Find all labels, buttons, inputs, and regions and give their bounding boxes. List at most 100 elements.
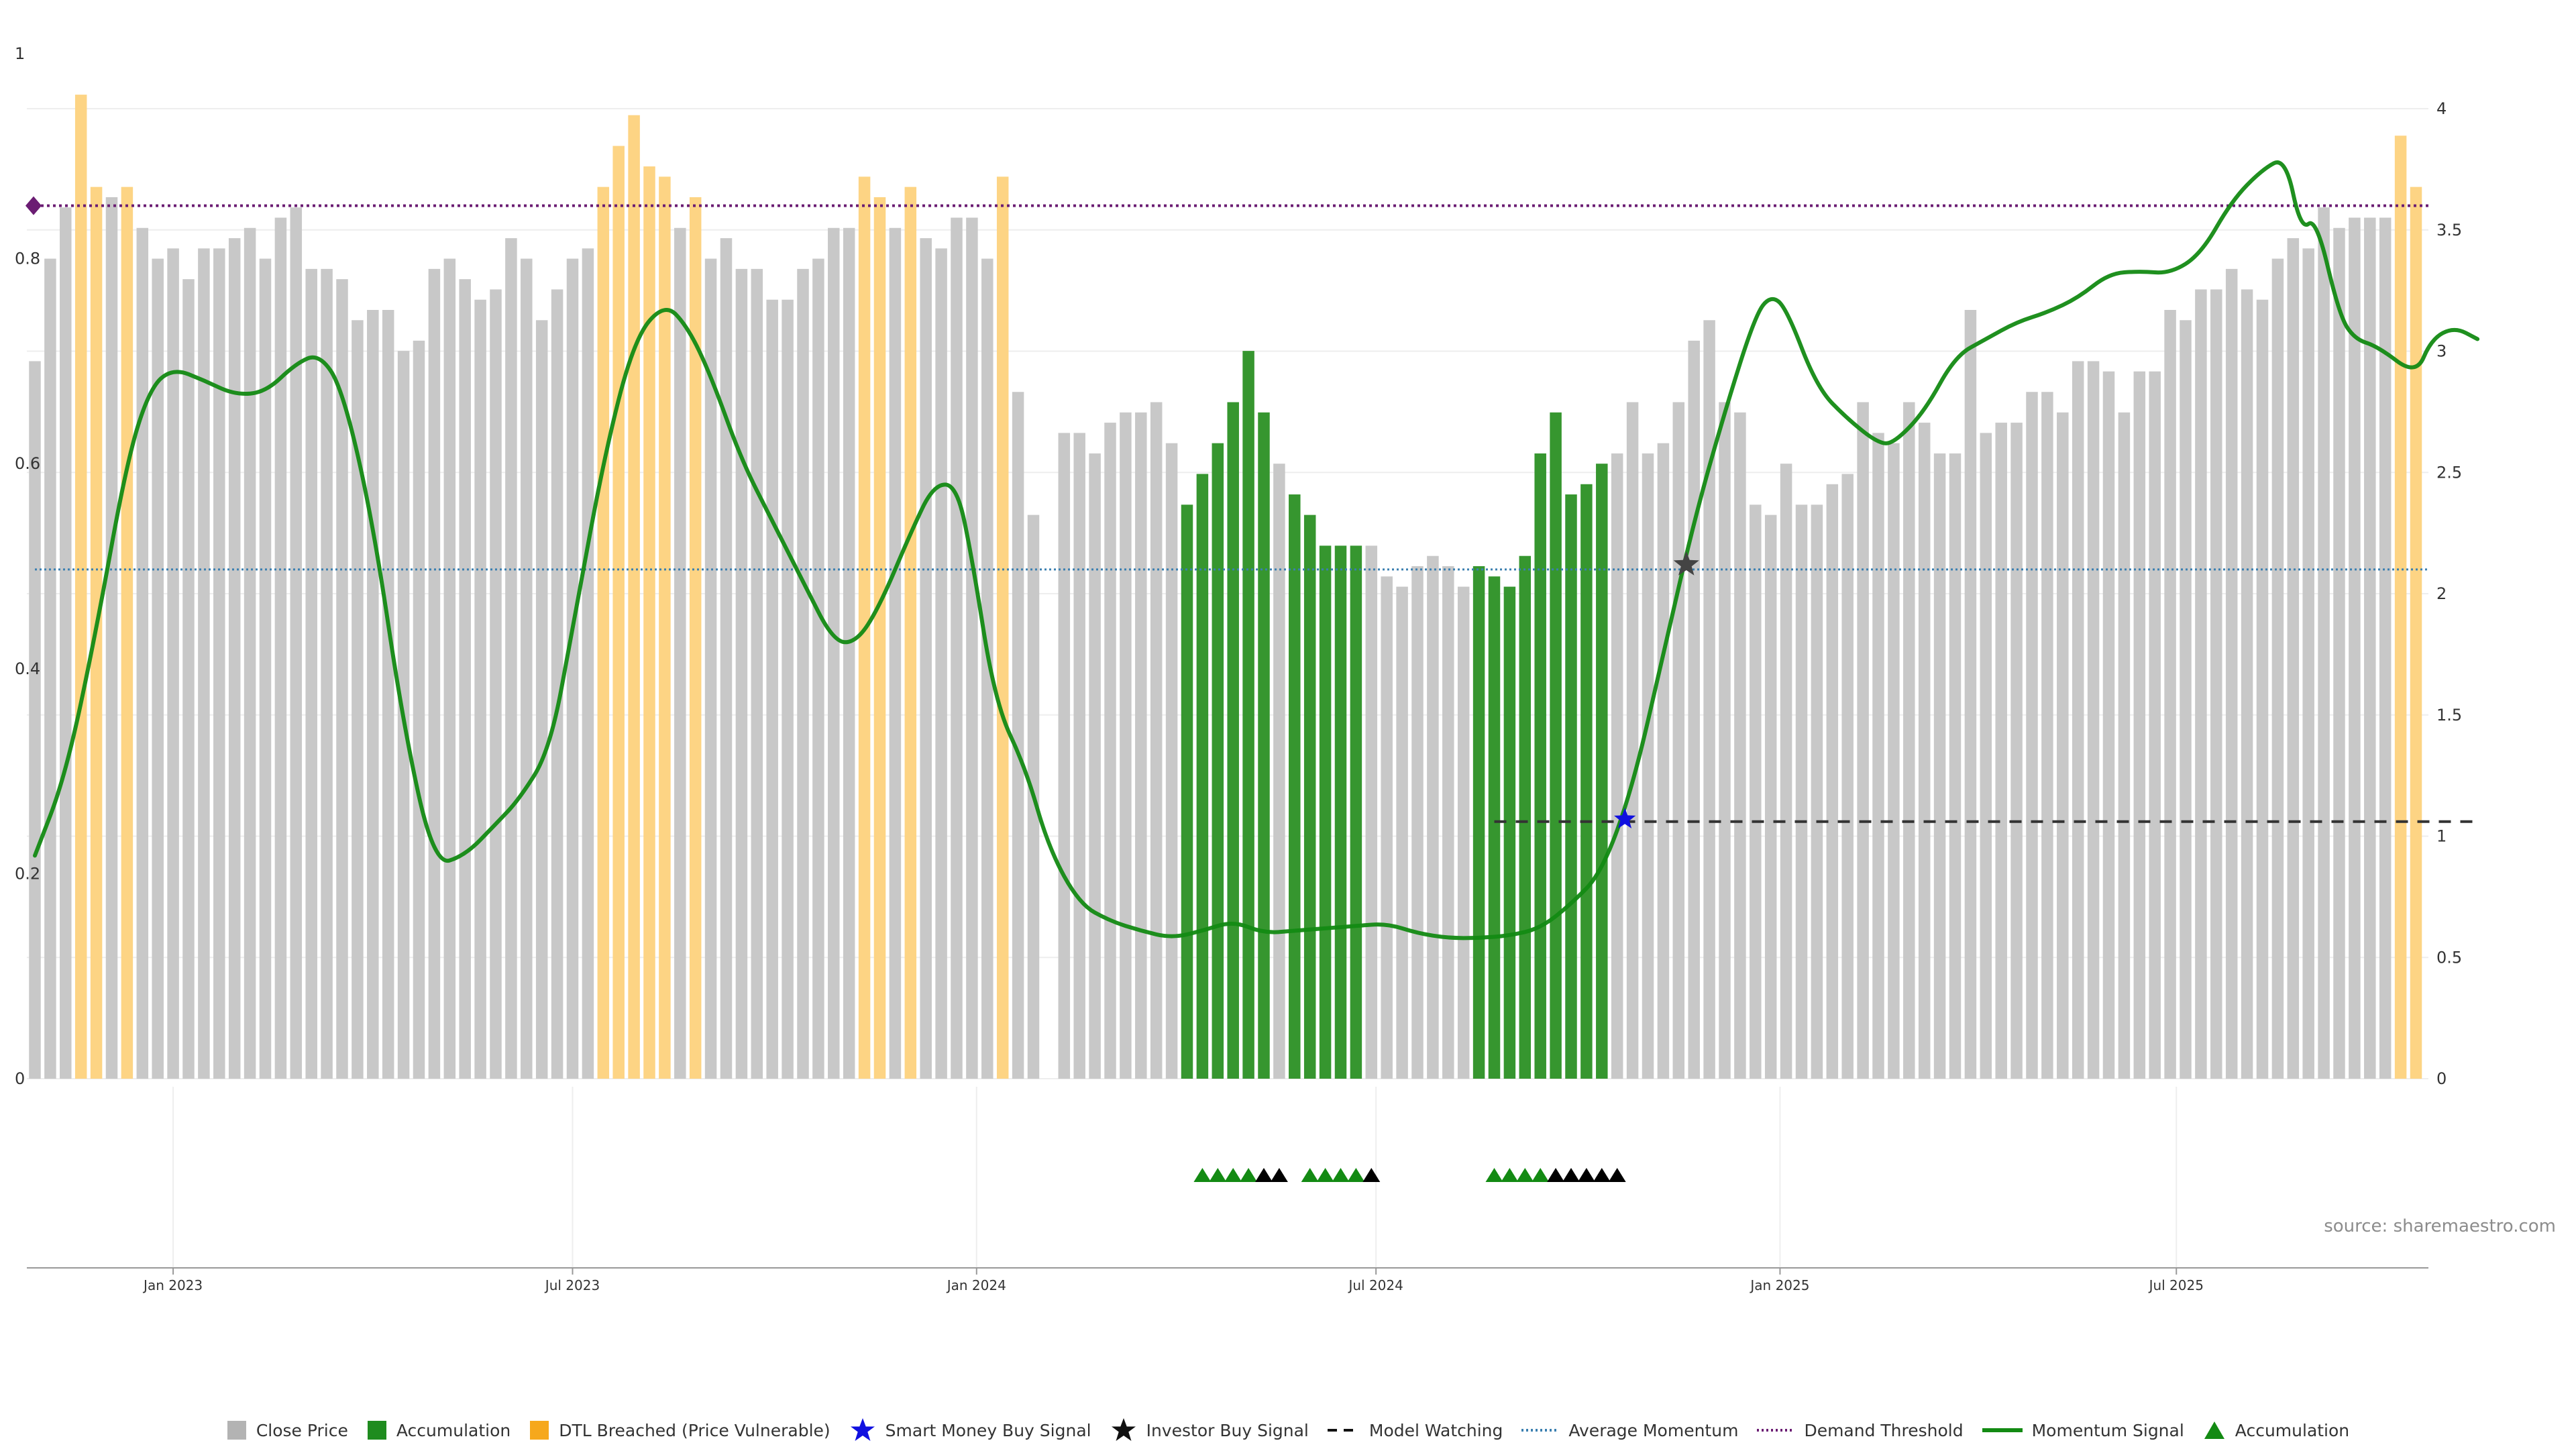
price-bar: [44, 258, 56, 1079]
price-bar: [1319, 545, 1332, 1079]
signal-triangle: [1316, 1168, 1334, 1182]
x-tick-label: Jan 2023: [142, 1277, 203, 1293]
legend-label: Model Watching: [1368, 1420, 1503, 1440]
price-bar: [244, 227, 256, 1079]
price-bar: [1841, 474, 1854, 1079]
price-bar: [1135, 412, 1147, 1079]
signal-triangle: [1501, 1168, 1519, 1182]
price-bar: [2410, 186, 2422, 1079]
signal-triangle: [1547, 1168, 1565, 1182]
price-bar: [2256, 299, 2269, 1079]
signal-triangle: [1347, 1168, 1365, 1182]
price-bar: [1826, 484, 1839, 1079]
price-bar: [2149, 371, 2161, 1079]
y-right-tick-label: 2: [2436, 584, 2447, 603]
price-bar: [2333, 227, 2345, 1079]
legend-label: Accumulation: [2235, 1420, 2350, 1440]
legend-square-icon: [529, 1420, 549, 1440]
price-bar: [2379, 217, 2392, 1079]
price-bar: [290, 207, 303, 1079]
price-bar: [1242, 351, 1254, 1079]
legend-item: Smart Money Buy Signal: [849, 1417, 1091, 1444]
price-bar: [2026, 392, 2038, 1079]
price-bar: [1181, 504, 1193, 1079]
price-bar: [228, 238, 241, 1079]
price-bar: [1104, 423, 1116, 1079]
price-bar: [2394, 136, 2407, 1079]
price-bar: [766, 299, 778, 1079]
price-bar: [1626, 402, 1639, 1079]
price-bar: [782, 299, 794, 1079]
price-bar: [1120, 412, 1132, 1079]
price-bar: [659, 176, 671, 1079]
price-bar: [1457, 586, 1470, 1079]
legend-item: Demand Threshold: [1757, 1420, 1964, 1440]
signal-triangle: [1332, 1168, 1350, 1182]
price-bar: [1672, 402, 1685, 1079]
price-bar: [2133, 371, 2146, 1079]
price-bar: [1396, 586, 1408, 1079]
price-bar: [305, 268, 317, 1079]
price-bar: [1058, 433, 1071, 1079]
price-bar: [689, 197, 702, 1079]
price-bar: [1350, 545, 1362, 1079]
price-bar: [1165, 443, 1178, 1079]
price-bar: [2072, 361, 2084, 1079]
price-bar: [2118, 412, 2131, 1079]
price-bar: [321, 268, 333, 1079]
price-bar: [1795, 504, 1808, 1079]
y-left-tick-label: 1: [15, 44, 25, 63]
price-bar: [720, 238, 733, 1079]
legend-label: Smart Money Buy Signal: [885, 1420, 1091, 1440]
price-bar: [352, 320, 364, 1079]
price-bar: [1196, 474, 1209, 1079]
signal-triangle: [1362, 1168, 1381, 1182]
price-bar: [2349, 217, 2361, 1079]
momentum-signal-line: [33, 160, 2480, 941]
price-bar: [2225, 268, 2238, 1079]
price-bar: [1995, 423, 2007, 1079]
smart-money-buy-signal-star: [1614, 808, 1636, 828]
price-bar: [1964, 310, 1977, 1079]
price-bar: [873, 197, 886, 1079]
x-tick-label: Jul 2024: [1347, 1277, 1403, 1293]
price-bar: [2057, 412, 2069, 1079]
x-tick-label: Jan 2024: [946, 1277, 1006, 1293]
price-bar: [136, 227, 149, 1079]
price-bar: [1611, 453, 1623, 1079]
demand-threshold-marker: [25, 196, 42, 215]
price-bar: [2318, 207, 2330, 1079]
price-bar: [1550, 412, 1562, 1079]
price-bar: [1365, 545, 1378, 1079]
price-bar: [1089, 453, 1101, 1079]
price-bar: [413, 340, 425, 1079]
price-bar: [1503, 586, 1516, 1079]
price-bar: [1565, 494, 1577, 1079]
price-bar: [474, 299, 486, 1079]
legend-square-icon: [367, 1420, 387, 1440]
price-bar: [996, 176, 1009, 1079]
price-bar: [29, 361, 41, 1079]
price-bar: [2195, 289, 2207, 1079]
price-bar: [443, 258, 456, 1079]
price-bar: [74, 95, 87, 1079]
price-bar: [1980, 433, 1992, 1079]
price-bar: [2010, 423, 2023, 1079]
signal-triangle: [1255, 1168, 1273, 1182]
price-bar: [336, 279, 348, 1079]
signal-triangle: [1577, 1168, 1595, 1182]
legend-item: Accumulation: [367, 1420, 511, 1440]
price-bar: [505, 238, 517, 1079]
price-bar: [1012, 392, 1024, 1079]
y-right-tick-label: 3.5: [2436, 221, 2462, 239]
price-bar: [2241, 289, 2253, 1079]
legend-label: Demand Threshold: [1804, 1420, 1964, 1440]
investor-buy-signal-star: [1673, 551, 1699, 576]
price-bar: [1734, 412, 1746, 1079]
price-bar: [889, 227, 902, 1079]
price-bar: [167, 248, 179, 1079]
price-bar: [105, 197, 118, 1079]
price-bar: [612, 146, 625, 1079]
price-bar: [828, 227, 840, 1079]
price-bar: [1750, 504, 1762, 1079]
